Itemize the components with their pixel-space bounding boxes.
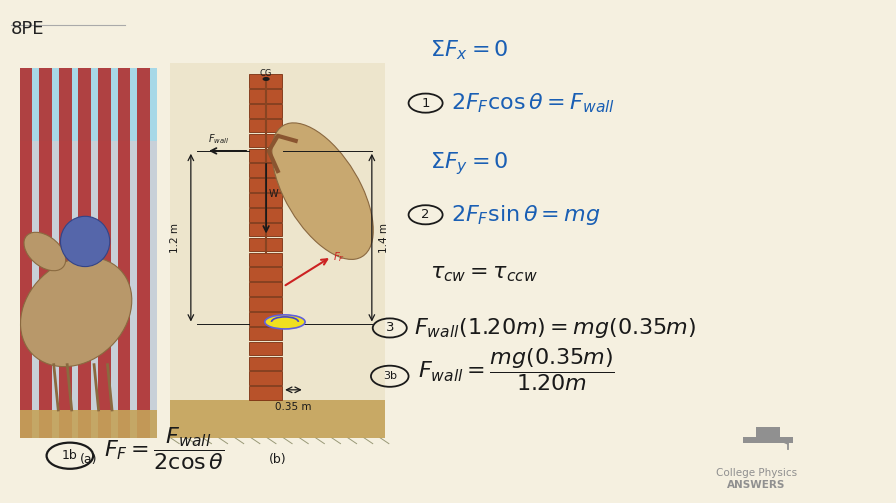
Text: 1: 1 [421,97,430,110]
Text: 3b: 3b [383,371,397,381]
Bar [20,68,157,141]
Text: 3: 3 [385,321,394,334]
FancyBboxPatch shape [249,297,282,311]
Bar [117,68,130,438]
Text: $2F_F \cos\theta = F_{wall}$: $2F_F \cos\theta = F_{wall}$ [451,92,615,115]
FancyBboxPatch shape [743,437,793,443]
FancyBboxPatch shape [249,282,282,296]
Circle shape [263,77,270,81]
Text: 1b: 1b [62,449,78,462]
Bar [170,63,385,438]
FancyBboxPatch shape [249,238,282,252]
Bar [20,410,157,438]
Text: $\Sigma F_y = 0$: $\Sigma F_y = 0$ [430,150,509,177]
FancyBboxPatch shape [249,253,282,266]
Bar [59,68,72,438]
FancyBboxPatch shape [249,119,282,132]
Bar [20,141,157,438]
Text: $F_{wall} = \dfrac{mg(0.35m)}{1.20m}$: $F_{wall} = \dfrac{mg(0.35m)}{1.20m}$ [418,346,615,393]
FancyBboxPatch shape [249,371,282,385]
FancyBboxPatch shape [249,386,282,400]
Text: $F_F = \dfrac{F_{wall}}{2\cos\theta}$: $F_F = \dfrac{F_{wall}}{2\cos\theta}$ [104,426,224,472]
Text: ANSWERS: ANSWERS [727,480,786,490]
Text: 2: 2 [421,208,430,221]
Text: $F_{wall}$: $F_{wall}$ [208,132,229,146]
Text: 1.4 m: 1.4 m [379,223,389,253]
FancyBboxPatch shape [249,193,282,207]
Text: CG: CG [260,69,272,78]
FancyBboxPatch shape [249,74,282,88]
FancyBboxPatch shape [249,89,282,103]
FancyBboxPatch shape [249,163,282,177]
FancyBboxPatch shape [249,268,282,281]
FancyBboxPatch shape [249,327,282,341]
Bar [39,68,52,438]
FancyBboxPatch shape [249,104,282,118]
FancyBboxPatch shape [249,148,282,162]
Text: W: W [269,189,279,199]
Text: (b): (b) [269,453,287,466]
Text: 1.2 m: 1.2 m [169,223,180,253]
Ellipse shape [271,123,374,260]
Bar [98,68,111,438]
FancyBboxPatch shape [249,342,282,355]
Ellipse shape [21,257,132,367]
FancyBboxPatch shape [249,223,282,236]
Text: (a): (a) [80,453,97,466]
Ellipse shape [61,216,110,267]
Ellipse shape [265,315,306,329]
Text: $F_F$: $F_F$ [333,250,346,265]
Text: College Physics: College Physics [716,468,797,478]
Bar [79,68,91,438]
Bar [20,68,32,438]
FancyBboxPatch shape [249,312,282,325]
Bar [170,400,385,438]
Text: $2F_F \sin\theta = mg$: $2F_F \sin\theta = mg$ [451,203,600,227]
Bar [756,427,780,438]
FancyBboxPatch shape [249,357,282,370]
Text: $\tau_{cw} = \tau_{ccw}$: $\tau_{cw} = \tau_{ccw}$ [430,264,538,284]
Ellipse shape [24,232,65,271]
Text: 8PE: 8PE [11,20,44,38]
Text: 0.35 m: 0.35 m [275,402,311,412]
FancyBboxPatch shape [249,178,282,192]
Bar [137,68,150,438]
Text: $F_{wall}(1.20m) = mg(0.35m)$: $F_{wall}(1.20m) = mg(0.35m)$ [414,316,696,340]
FancyBboxPatch shape [249,134,282,147]
FancyBboxPatch shape [249,208,282,221]
Text: $\Sigma F_x = 0$: $\Sigma F_x = 0$ [430,39,509,62]
